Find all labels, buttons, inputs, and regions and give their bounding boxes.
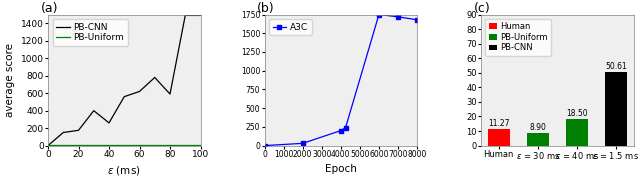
PB-Uniform xyxy=(60,144,67,146)
PB-Uniform xyxy=(75,144,83,146)
PB-Uniform xyxy=(120,144,128,146)
Legend: A3C: A3C xyxy=(269,19,312,35)
A3C xyxy=(337,130,344,132)
PB-Uniform xyxy=(136,144,143,146)
A3C xyxy=(394,16,402,18)
A3C xyxy=(413,19,421,21)
PB-CNN xyxy=(166,93,174,95)
Text: (a): (a) xyxy=(40,2,58,15)
PB-CNN xyxy=(44,145,52,147)
PB-CNN xyxy=(90,110,97,112)
Legend: PB-CNN, PB-Uniform: PB-CNN, PB-Uniform xyxy=(52,19,127,46)
Bar xyxy=(488,129,509,146)
PB-CNN xyxy=(75,129,83,131)
PB-CNN xyxy=(105,122,113,124)
PB-Uniform xyxy=(151,144,159,146)
PB-Uniform xyxy=(105,144,113,146)
Line: PB-CNN: PB-CNN xyxy=(48,15,200,146)
X-axis label: Epoch: Epoch xyxy=(325,164,356,174)
PB-CNN xyxy=(136,90,143,92)
PB-CNN xyxy=(196,14,204,17)
A3C xyxy=(260,145,268,147)
PB-CNN xyxy=(60,131,67,134)
Y-axis label: average score: average score xyxy=(5,43,15,117)
PB-CNN xyxy=(181,14,189,17)
X-axis label: $\varepsilon$ (ms): $\varepsilon$ (ms) xyxy=(108,164,141,177)
Text: 11.27: 11.27 xyxy=(488,119,509,128)
Line: A3C: A3C xyxy=(263,13,419,147)
Text: 8.90: 8.90 xyxy=(529,123,547,132)
A3C xyxy=(299,142,307,145)
PB-Uniform xyxy=(44,144,52,146)
Bar xyxy=(527,133,548,146)
Text: 50.61: 50.61 xyxy=(605,62,627,71)
PB-Uniform xyxy=(181,144,189,146)
PB-Uniform xyxy=(90,144,97,146)
Text: (b): (b) xyxy=(257,2,275,15)
A3C xyxy=(342,126,349,129)
Text: 18.50: 18.50 xyxy=(566,109,588,118)
PB-CNN xyxy=(120,96,128,98)
Text: (c): (c) xyxy=(474,2,490,15)
A3C xyxy=(375,13,383,16)
Bar xyxy=(605,72,627,146)
PB-Uniform xyxy=(196,144,204,146)
PB-Uniform xyxy=(166,144,174,146)
Bar xyxy=(566,119,588,146)
PB-CNN xyxy=(151,76,159,79)
Legend: Human, PB-Uniform, PB-CNN: Human, PB-Uniform, PB-CNN xyxy=(485,19,551,56)
